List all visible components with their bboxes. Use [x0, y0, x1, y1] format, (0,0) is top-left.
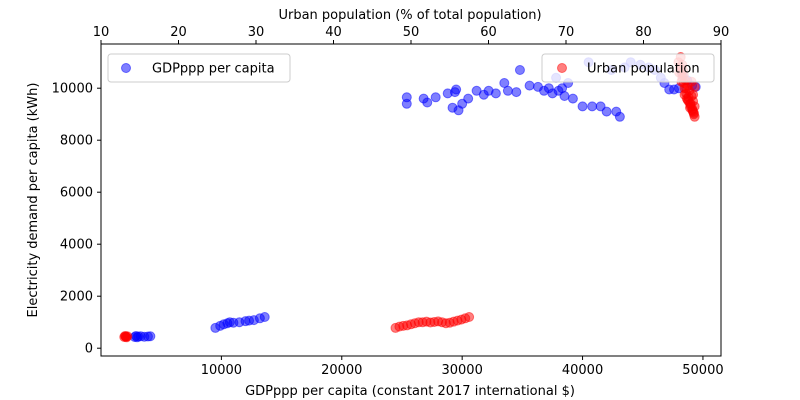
points-layer	[119, 52, 701, 343]
x-tick-label: 30000	[441, 363, 482, 378]
x-axis-title: GDPppp per capita (constant 2017 interna…	[245, 384, 575, 399]
gdp-point	[524, 80, 535, 91]
urban-point	[464, 312, 475, 322]
gdp-point	[145, 331, 156, 342]
x-tick-label: 20000	[321, 363, 362, 378]
gdp-point	[614, 111, 625, 122]
gdp-point	[401, 92, 412, 103]
x-tick-label: 10000	[201, 363, 242, 378]
x2-tick-label: 40	[325, 25, 342, 40]
legend-left-label: GDPppp per capita	[152, 62, 275, 77]
x2-tick-label: 70	[558, 25, 575, 40]
gdp-point	[559, 91, 570, 101]
urban-point	[685, 102, 695, 113]
x2-axis-title: Urban population (% of total population)	[278, 8, 541, 23]
x2-tick-label: 30	[248, 25, 265, 40]
y-axis-title: Electricity demand per capita (kWh)	[26, 83, 41, 318]
gdp-point	[567, 93, 578, 104]
y-tick-label: 10000	[52, 82, 93, 97]
x2-tick-label: 20	[170, 25, 187, 40]
gdp-point	[587, 101, 598, 112]
x2-tick-label: 90	[713, 25, 730, 40]
gdp-point	[502, 85, 513, 96]
gdp-point	[511, 87, 522, 98]
y-tick-label: 0	[85, 342, 93, 357]
gdp-point	[463, 93, 474, 104]
legend-right-box	[541, 53, 715, 83]
gdp-point	[577, 101, 588, 112]
gdp-point	[430, 92, 441, 103]
x2-tick-label: 60	[480, 25, 497, 40]
legend-left-box	[107, 53, 291, 83]
y-tick-label: 2000	[60, 290, 93, 305]
gdp-point	[490, 88, 501, 99]
legend-left: GDPppp per capita	[107, 53, 291, 83]
x2-tick-label: 10	[93, 25, 110, 40]
gdp-point	[132, 332, 143, 343]
chart-top-title-partial: [ ]	[463, 0, 477, 2]
gdp-point	[451, 84, 462, 95]
x2-tick-label: 50	[403, 25, 420, 40]
gdp-point	[514, 65, 525, 75]
gdp-point	[259, 312, 270, 322]
legend-left-marker	[121, 63, 131, 73]
y-tick-label: 4000	[60, 238, 93, 253]
x-tick-label: 50000	[682, 363, 723, 378]
urban-point	[120, 331, 131, 342]
x-tick-label: 40000	[562, 363, 603, 378]
legend-right-label: Urban population	[587, 62, 700, 77]
legend-right: Urban population	[541, 53, 715, 83]
gdp-point	[601, 106, 612, 117]
x2-tick-label: 80	[635, 25, 652, 40]
legend-right-marker	[557, 63, 567, 73]
plot-frame	[100, 43, 722, 357]
y-tick-label: 8000	[60, 134, 93, 149]
gdp-point	[422, 97, 433, 108]
y-tick-label: 6000	[60, 186, 93, 201]
